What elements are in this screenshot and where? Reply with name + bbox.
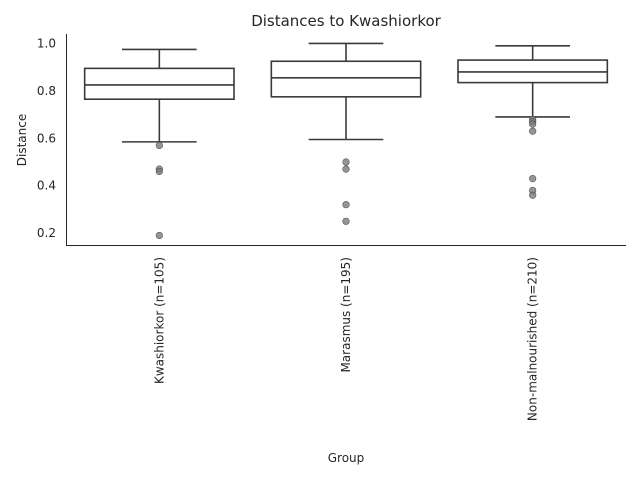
x-tick-label: Marasmus (n=195) [339,257,353,373]
outlier-point [529,175,537,183]
outlier-point [342,201,350,209]
outlier-point [529,127,537,135]
outlier-point [529,120,537,128]
x-axis-ticks: Kwashiorkor (n=105) Marasmus (n=195) Non-m… [152,257,539,421]
outlier-point [342,217,350,225]
y-tick-label: 1.0 [37,36,56,50]
y-tick-label: 0.6 [37,131,56,145]
outlier-point [155,167,163,176]
y-axis-ticks: 0.2 0.4 0.6 0.8 1.0 [37,36,56,240]
x-axis-label: Group [328,451,365,465]
box-series [83,42,609,240]
box-iqr [83,67,235,100]
outlier-point [155,231,163,240]
outlier-point [342,158,350,166]
chart-title: Distances to Kwashiorkor [251,12,441,30]
box-group [83,48,235,240]
outlier-point [529,191,537,199]
box-group [457,45,609,199]
y-axis-label: Distance [15,114,29,166]
x-tick-label: Kwashiorkor (n=105) [152,257,166,384]
x-tick-label: Non-malnourished (n=210) [526,257,540,421]
box-iqr [270,60,422,98]
outlier-point [155,141,163,150]
y-tick-label: 0.4 [37,179,56,193]
y-tick-label: 0.8 [37,84,56,98]
box-group [270,42,422,225]
y-tick-label: 0.2 [37,226,56,240]
outlier-point [342,165,350,173]
